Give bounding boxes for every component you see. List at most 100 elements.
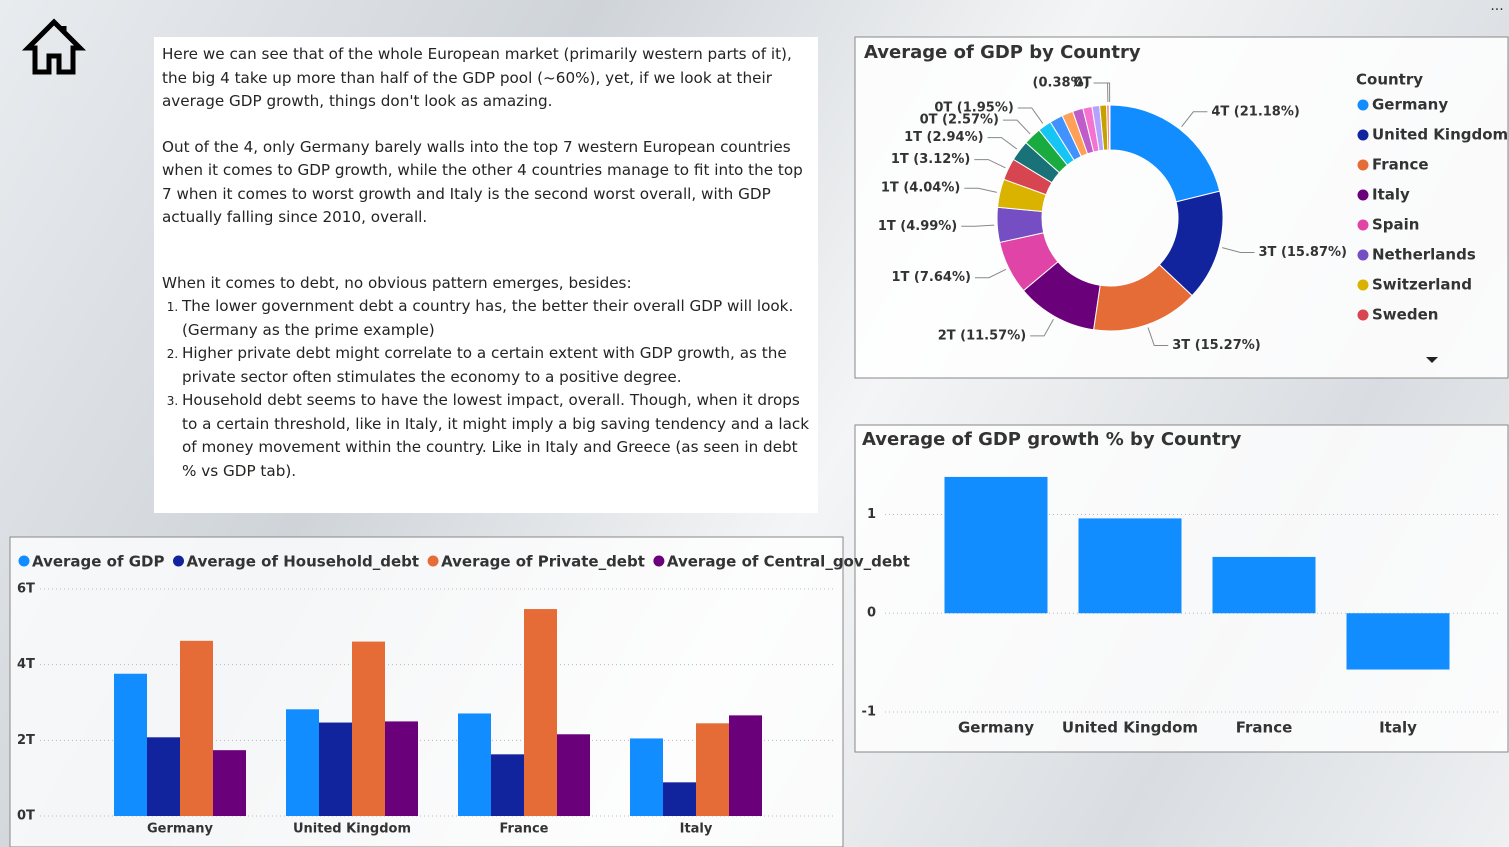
leader-line xyxy=(987,137,1018,150)
legend-label: United Kingdom xyxy=(1372,126,1508,144)
y-tick-label: 4T xyxy=(17,657,35,672)
text-panel: Here we can see that of the whole Europe… xyxy=(154,37,818,513)
leader-line xyxy=(964,187,997,193)
y-tick-label: -1 xyxy=(862,705,876,720)
bar xyxy=(458,713,491,816)
bar xyxy=(696,723,729,816)
bar xyxy=(663,782,696,816)
paragraph: When it comes to debt, no obvious patter… xyxy=(162,273,632,292)
more-options[interactable]: ··· xyxy=(1490,2,1503,18)
legend-label: Sweden xyxy=(1372,306,1438,324)
list-item: The lower government debt a country has,… xyxy=(182,295,810,342)
legend-marker xyxy=(173,555,184,567)
list-item: Higher private debt might correlate to a… xyxy=(182,342,810,389)
leader-line xyxy=(1030,319,1054,337)
x-tick-label: Italy xyxy=(1379,719,1417,737)
y-tick-label: 0T xyxy=(17,809,35,824)
bar xyxy=(352,641,385,816)
bar xyxy=(114,673,147,816)
legend-label: Average of Central_gov_debt xyxy=(667,553,910,571)
legend-marker xyxy=(1357,189,1369,201)
x-tick-label: United Kingdom xyxy=(293,822,411,837)
data-label: 1T (2.94%) xyxy=(904,130,983,145)
data-label: 1T (4.99%) xyxy=(878,219,957,234)
legend-label: Germany xyxy=(1372,96,1448,114)
data-label: (0.38%) xyxy=(1033,76,1090,91)
leader-line xyxy=(1095,82,1111,103)
data-label: 0T (1.95%) xyxy=(934,100,1013,115)
leader-line xyxy=(1147,327,1169,347)
x-tick-label: France xyxy=(1236,719,1293,737)
bar xyxy=(147,737,180,816)
bar xyxy=(319,722,352,816)
leader-line xyxy=(1003,119,1031,135)
legend-label: France xyxy=(1372,156,1429,174)
x-tick-label: Germany xyxy=(147,822,213,837)
chart-title: Average of GDP by Country xyxy=(864,42,1141,63)
bar xyxy=(286,709,319,816)
bar xyxy=(213,750,246,816)
bar xyxy=(729,715,762,816)
y-tick-label: 2T xyxy=(17,733,35,748)
leader-line xyxy=(1017,107,1044,124)
bar xyxy=(1078,518,1182,614)
data-label: 1T (3.12%) xyxy=(891,152,970,167)
leader-line xyxy=(974,159,1006,169)
data-label: 1T (7.64%) xyxy=(891,270,970,285)
leader-line xyxy=(974,268,1007,279)
legend-marker xyxy=(18,555,30,567)
data-label: 1T (4.04%) xyxy=(881,181,960,196)
legend-marker xyxy=(1357,99,1369,111)
leader-line xyxy=(961,224,995,227)
legend-marker xyxy=(1357,279,1369,291)
bar xyxy=(630,738,663,816)
donut-slice xyxy=(1108,104,1111,151)
data-label: 2T (11.57%) xyxy=(938,328,1026,343)
legend-label: Switzerland xyxy=(1372,276,1472,294)
legend-marker xyxy=(1357,249,1369,261)
legend-marker xyxy=(1357,219,1369,231)
legend-title: Country xyxy=(1356,71,1423,89)
data-label: 4T (21.18%) xyxy=(1211,104,1299,119)
legend-label: Netherlands xyxy=(1372,246,1476,264)
legend-marker xyxy=(1357,129,1369,141)
bar xyxy=(944,476,1048,614)
legend-label: Average of Household_debt xyxy=(187,553,420,571)
list: The lower government debt a country has,… xyxy=(162,295,810,483)
bar xyxy=(1212,556,1316,614)
legend-label: Average of GDP xyxy=(32,553,165,571)
leader-line xyxy=(1222,247,1255,254)
legend-marker xyxy=(653,555,665,567)
y-tick-label: 1 xyxy=(867,507,876,522)
legend-label: Spain xyxy=(1372,216,1419,234)
x-tick-label: Germany xyxy=(958,719,1034,737)
paragraph: Here we can see that of the whole Europe… xyxy=(162,45,792,110)
legend-label: Average of Private_debt xyxy=(441,553,645,571)
home-icon[interactable] xyxy=(21,18,87,75)
x-tick-label: Italy xyxy=(680,822,713,837)
list-item: Household debt seems to have the lowest … xyxy=(182,389,810,483)
data-label: 3T (15.87%) xyxy=(1259,245,1347,260)
legend-label: Italy xyxy=(1372,186,1410,204)
y-tick-label: 6T xyxy=(17,582,35,597)
bar xyxy=(524,609,557,816)
paragraph: Out of the 4, only Germany barely walls … xyxy=(162,137,803,227)
bar xyxy=(1346,613,1450,670)
bar xyxy=(491,754,524,816)
leader-line xyxy=(1181,111,1208,128)
bar xyxy=(385,721,418,816)
data-label: 0T (2.57%) xyxy=(920,113,999,128)
data-label: 3T (15.27%) xyxy=(1172,338,1260,353)
legend-marker xyxy=(1357,309,1369,321)
legend-marker xyxy=(427,555,439,567)
data-label: 0T xyxy=(1074,76,1092,91)
legend-marker xyxy=(1357,159,1369,171)
bar xyxy=(557,734,590,816)
chart-title: Average of GDP growth % by Country xyxy=(862,429,1242,450)
bar xyxy=(180,640,213,816)
x-tick-label: United Kingdom xyxy=(1062,719,1198,737)
legend-scroll[interactable] xyxy=(1426,357,1438,363)
y-tick-label: 0 xyxy=(867,606,876,621)
